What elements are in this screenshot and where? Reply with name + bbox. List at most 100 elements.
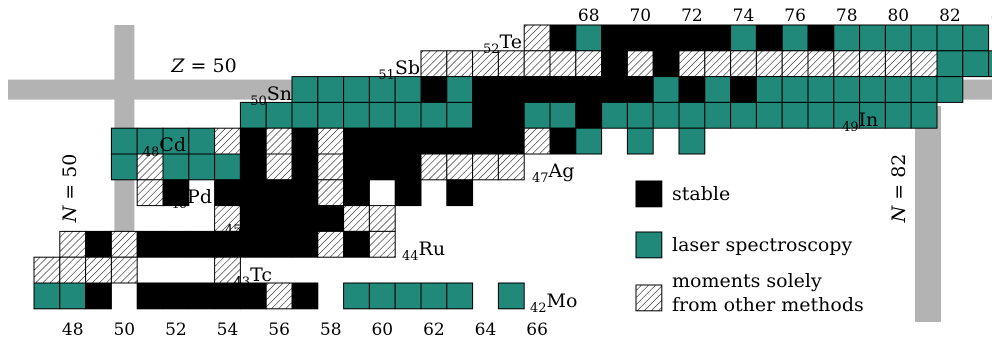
isotope-other-z44-n48: [59, 230, 87, 258]
isotope-other-z45-n54: [214, 205, 241, 232]
isotope-stable-z50-n72: [678, 76, 706, 103]
isotope-other-z51-n79: [859, 50, 886, 78]
isotope-stable-z50-n62: [420, 76, 448, 103]
isotope-laser-z42-n63: [446, 282, 474, 310]
isotope-stable-z44-n57: [291, 230, 319, 258]
legend-label-laser: laser spectroscopy: [672, 234, 852, 256]
isotope-stable-z50-n70: [626, 76, 654, 103]
tick-label-n74: 74: [733, 6, 755, 26]
isotope-other-z42-n56: [265, 282, 293, 310]
tick-label-n58: 58: [320, 320, 342, 340]
isotope-stable-z42-n49: [85, 282, 112, 310]
isotope-laser-z49-n62: [420, 101, 448, 129]
isotope-laser-z49-n55: [239, 101, 267, 129]
isotope-stable-z46-n54: [214, 179, 241, 207]
element-label-sb: 51Sb: [378, 57, 420, 83]
isotope-laser-z48-n52: [162, 127, 190, 155]
isotope-other-z48-n58: [317, 127, 345, 155]
isotope-stable-z45-n58: [317, 205, 345, 232]
isotope-other-z51-n72: [678, 50, 706, 78]
isotope-stable-z50-n67: [549, 76, 577, 103]
isotope-stable-z51-n71: [652, 50, 680, 78]
isotope-laser-z42-n61: [394, 282, 422, 310]
tick-label-n72: 72: [681, 6, 703, 26]
legend-swatch-stable: [635, 180, 663, 208]
isotope-laser-z50-n80: [884, 76, 912, 103]
isotope-stable-z47-n61: [394, 153, 422, 181]
legend: stable laser spectroscopy moments solely fr…: [635, 180, 864, 316]
isotope-stable-z42-n53: [188, 282, 216, 310]
isotope-stable-z50-n64: [472, 76, 499, 103]
isotope-laser-z49-n74: [730, 101, 757, 129]
tick-label-n62: 62: [423, 320, 445, 340]
isotope-laser-z52-n76: [781, 24, 809, 52]
element-label-in: 49In: [842, 109, 878, 135]
tick-label-n80: 80: [887, 6, 909, 26]
isotope-laser-z48-n68: [575, 127, 603, 155]
isotope-laser-z50-n61: [394, 76, 422, 103]
magic-label-z: Z = 50: [170, 55, 236, 77]
isotope-laser-z49-n58: [317, 101, 345, 129]
isotope-laser-z48-n72: [678, 127, 706, 155]
element-label-rh: 45Rh: [225, 212, 268, 238]
isotope-other-z48-n56: [265, 127, 293, 155]
isotope-other-z47-n58: [317, 153, 345, 181]
isotope-other-z51-n81: [910, 50, 938, 78]
isotope-other-z51-n62: [420, 50, 448, 78]
isotope-stable-z44-n51: [136, 230, 164, 258]
isotope-laser-z49-n80: [884, 101, 912, 129]
isotope-other-z43-n48: [59, 256, 87, 284]
element-label-ag: 47Ag: [532, 160, 574, 186]
isotope-stable-z48-n62: [420, 127, 448, 155]
isotope-laser-z49-n76: [781, 101, 809, 129]
tick-label-n54: 54: [217, 320, 239, 340]
isotope-stable-z49-n68: [575, 101, 603, 129]
isotope-laser-z50-n78: [833, 76, 861, 103]
isotope-laser-z49-n66: [523, 101, 551, 129]
isotope-laser-z47-n50: [110, 153, 138, 181]
isotope-stable-z52-n77: [807, 24, 835, 52]
isotope-laser-z47-n52: [162, 153, 190, 181]
isotope-other-z43-n47: [33, 256, 61, 284]
isotope-laser-z47-n54: [214, 153, 241, 181]
isotope-stable-z47-n59: [343, 153, 370, 181]
isotope-stable-z44-n56: [265, 230, 293, 258]
isotope-laser-z42-n65: [497, 282, 525, 310]
isotope-stable-z48-n60: [368, 127, 396, 155]
isotope-laser-z49-n69: [601, 101, 628, 129]
isotope-stable-z48-n64: [472, 127, 499, 155]
isotope-other-z46-n51: [136, 179, 164, 207]
isotope-laser-z50-n58: [317, 76, 345, 103]
isotope-other-z48-n54: [214, 127, 241, 155]
isotope-laser-z49-n72: [678, 101, 706, 129]
isotope-stable-z46-n55: [239, 179, 267, 207]
tick-label-n68: 68: [578, 6, 600, 26]
isotope-other-z51-n68: [575, 50, 603, 78]
isotope-stable-z44-n55: [239, 230, 267, 258]
isotope-laser-z52-n81: [910, 24, 938, 52]
element-label-ru: 44Ru: [402, 238, 445, 264]
tick-label-n56: 56: [268, 320, 290, 340]
isotope-laser-z49-n77: [807, 101, 835, 129]
isotope-laser-z52-n80: [884, 24, 912, 52]
chart-labels: 48 50 52 54 56 58 60 62 64 66 68 70 72 74 76 78 80 82 84 52…: [59, 6, 992, 340]
isotope-other-z47-n64: [472, 153, 499, 181]
isotope-laser-z49-n57: [291, 101, 319, 129]
isotope-stable-z47-n57: [291, 153, 319, 181]
isotope-laser-z52-n68: [575, 24, 603, 52]
isotope-laser-z49-n59: [343, 101, 370, 129]
isotope-laser-z49-n60: [368, 101, 396, 129]
isotope-stable-z45-n56: [265, 205, 293, 232]
isotope-stable-z51-n69: [601, 50, 628, 78]
tick-label-n78: 78: [836, 6, 858, 26]
legend-swatch-laser: [635, 231, 663, 259]
isotope-laser-z48-n70: [626, 127, 654, 155]
isotope-other-z51-n70: [626, 50, 654, 78]
isotope-other-z51-n63: [446, 50, 474, 78]
tick-label-n70: 70: [629, 6, 651, 26]
isotope-laser-z52-n74: [730, 24, 757, 52]
isotope-other-z51-n65: [497, 50, 525, 78]
isotope-stable-z50-n68: [575, 76, 603, 103]
isotope-cells: [33, 24, 992, 310]
isotope-laser-z49-n56: [265, 101, 293, 129]
